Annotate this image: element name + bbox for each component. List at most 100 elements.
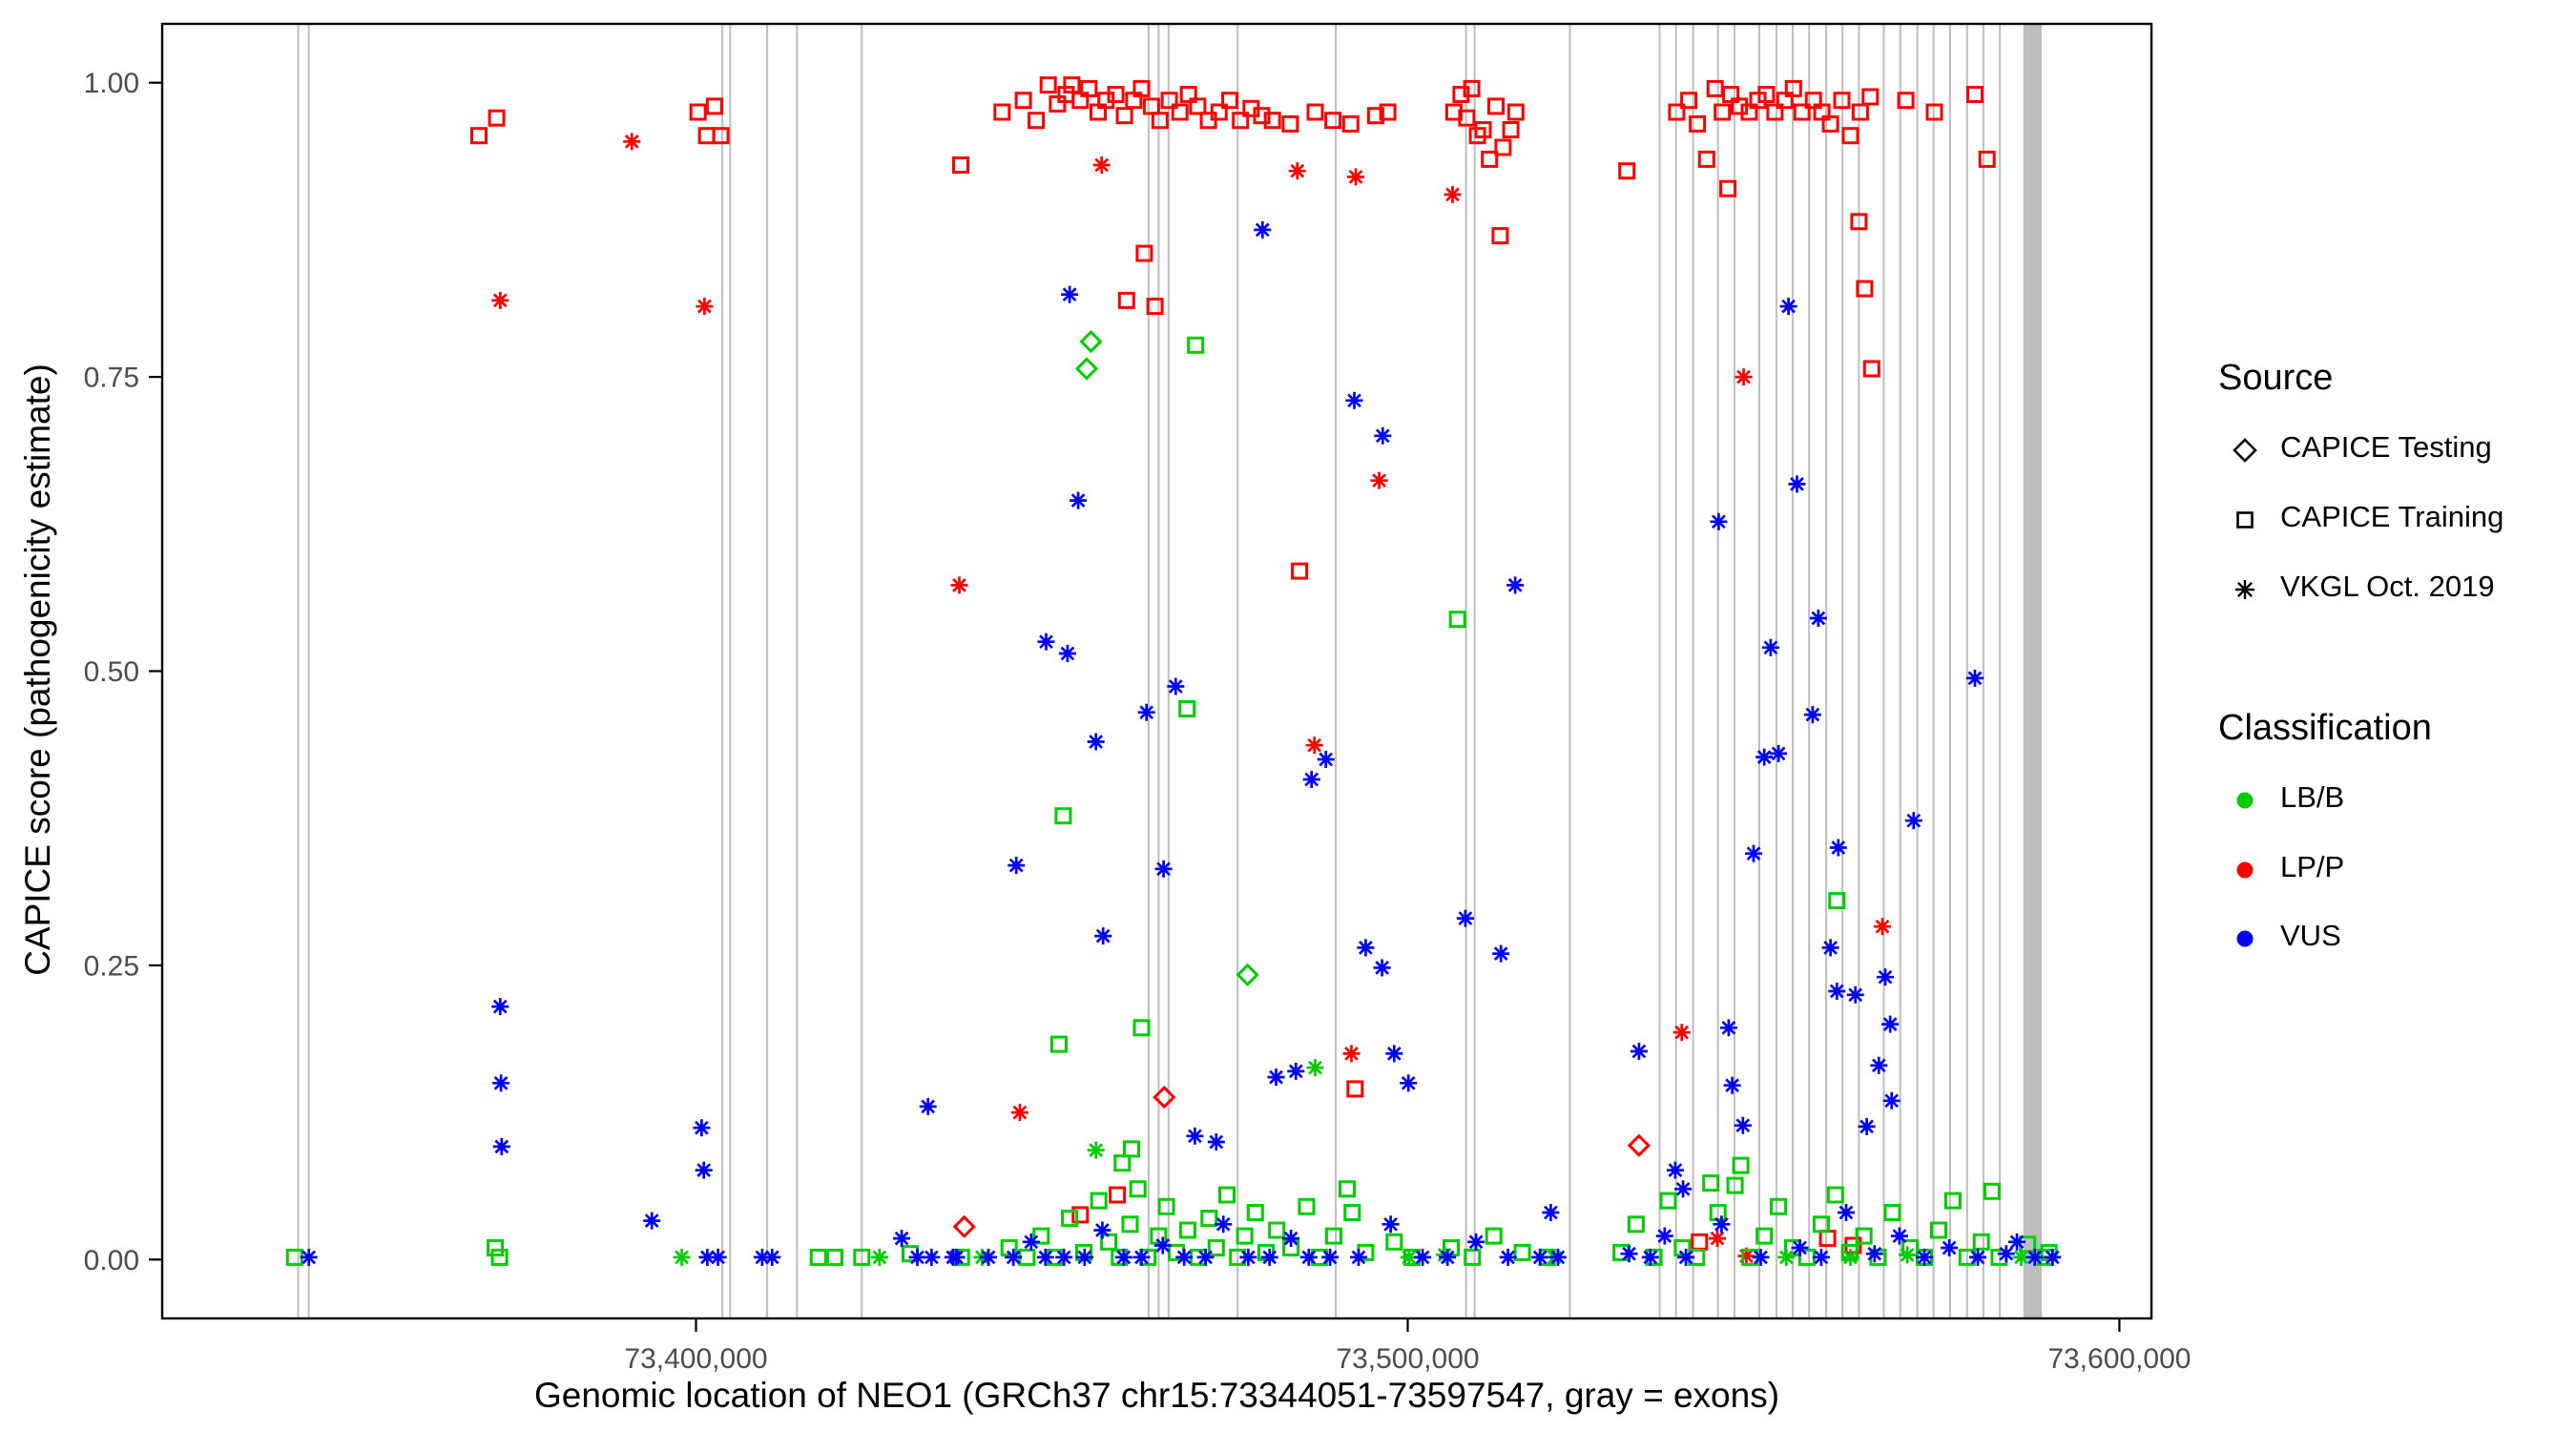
data-point-asterisk — [1531, 1248, 1549, 1266]
data-point-diamond — [1153, 1085, 1176, 1110]
data-point-asterisk — [1791, 1239, 1809, 1256]
data-point-square — [1324, 112, 1342, 130]
data-point-asterisk — [919, 1097, 937, 1115]
data-point-square — [1179, 86, 1197, 103]
exon-marker — [1465, 24, 1467, 1318]
data-point-asterisk — [1548, 1248, 1567, 1266]
data-point-asterisk — [1630, 1043, 1648, 1060]
data-point-square — [1474, 121, 1492, 138]
data-point-asterisk — [1467, 1233, 1485, 1251]
data-point-square — [1090, 1192, 1108, 1210]
data-point-asterisk — [1620, 1245, 1638, 1263]
data-point-square — [1132, 79, 1151, 97]
data-point-square — [1113, 1154, 1132, 1172]
data-point-asterisk — [1302, 771, 1320, 788]
data-point-square — [1502, 121, 1520, 138]
exon-marker — [1982, 24, 1984, 1318]
data-point-square — [1494, 138, 1512, 156]
data-point-square — [1061, 1210, 1079, 1228]
data-point-asterisk — [1008, 857, 1026, 875]
data-point-asterisk — [1641, 1248, 1659, 1266]
data-point-square — [1755, 1227, 1774, 1245]
exon-marker — [1758, 24, 1760, 1318]
data-point-asterisk — [709, 1248, 727, 1266]
exon-marker — [297, 24, 300, 1318]
data-point-asterisk — [1828, 983, 1846, 1000]
data-point-asterisk — [1414, 1248, 1432, 1266]
data-point-asterisk — [1723, 1076, 1741, 1094]
data-point-square — [1463, 79, 1481, 97]
data-point-asterisk — [1812, 1248, 1830, 1266]
data-point-square — [1000, 1239, 1018, 1256]
data-point-asterisk — [1186, 1127, 1204, 1145]
data-point-asterisk — [643, 1212, 661, 1230]
data-point-asterisk — [1877, 968, 1894, 986]
exon-marker — [1965, 24, 1968, 1318]
data-point-square — [1132, 1019, 1151, 1037]
data-point-asterisk — [1941, 1239, 1959, 1256]
exon-marker — [1899, 24, 1901, 1318]
data-point-square — [1232, 112, 1250, 130]
data-point-square — [1157, 1197, 1175, 1215]
data-point-asterisk — [695, 1161, 713, 1179]
data-point-asterisk — [1870, 1056, 1888, 1074]
data-point-square — [1659, 1192, 1677, 1210]
data-point-square — [1732, 1156, 1750, 1174]
data-point-asterisk — [1260, 1248, 1278, 1266]
exon-marker — [861, 24, 863, 1318]
data-point-square — [1123, 1140, 1140, 1158]
data-point-asterisk — [1713, 1215, 1731, 1234]
data-point-square — [1627, 1215, 1645, 1234]
data-point-asterisk — [893, 1230, 911, 1248]
exon-marker — [1948, 24, 1951, 1318]
exon-marker — [1858, 24, 1860, 1318]
data-point-asterisk — [1899, 1246, 1917, 1264]
data-point-asterisk — [1439, 1248, 1457, 1266]
data-point-asterisk — [1137, 703, 1155, 721]
data-point-square — [1135, 244, 1153, 262]
data-point-diamond — [952, 1214, 976, 1238]
data-point-asterisk — [1400, 1248, 1418, 1266]
data-point-square — [1793, 103, 1811, 121]
data-point-asterisk — [1846, 985, 1864, 1004]
exon-marker — [1658, 24, 1661, 1318]
data-point-asterisk — [1061, 285, 1079, 303]
data-point-asterisk — [1022, 1233, 1040, 1251]
data-point-asterisk — [1385, 1045, 1403, 1063]
data-point-square — [1189, 97, 1207, 115]
data-point-asterisk — [1456, 909, 1474, 927]
data-point-square — [487, 1239, 505, 1256]
data-point-asterisk — [763, 1248, 781, 1266]
data-point-asterisk — [1444, 185, 1462, 203]
data-point-square — [1049, 1035, 1068, 1053]
data-point-square — [1930, 1221, 1947, 1239]
data-point-square — [1826, 1186, 1844, 1204]
data-point-asterisk — [1674, 1180, 1693, 1198]
data-point-asterisk — [1114, 1248, 1132, 1266]
data-point-square — [1689, 114, 1707, 133]
data-point-asterisk — [623, 133, 641, 151]
data-point-diamond — [1074, 357, 1099, 381]
legend-item-lpp: LP/P — [2280, 850, 2345, 883]
data-point-square — [705, 97, 723, 115]
data-point-square — [1298, 1197, 1316, 1215]
data-point-square — [1828, 892, 1846, 910]
exon-marker — [1882, 24, 1885, 1318]
data-point-asterisk — [1282, 1230, 1300, 1248]
data-point-square — [1766, 103, 1784, 121]
exon-marker — [1147, 24, 1150, 1318]
data-point-square — [1966, 86, 1984, 103]
data-point-asterisk — [1153, 1236, 1172, 1255]
data-point-asterisk — [1400, 1074, 1418, 1092]
data-point-square — [1107, 86, 1125, 103]
data-point-asterisk — [1287, 1062, 1305, 1080]
data-point-asterisk — [1542, 1204, 1560, 1221]
data-point-asterisk — [1288, 162, 1306, 180]
data-point-asterisk — [1735, 368, 1753, 386]
data-point-square — [689, 103, 707, 121]
data-point-square — [1032, 1227, 1050, 1245]
data-point-asterisk — [1267, 1068, 1285, 1087]
exon-marker — [2023, 24, 2043, 1318]
data-point-square — [1506, 103, 1525, 121]
x-tick-label: 73,500,000 — [1336, 1343, 1479, 1375]
